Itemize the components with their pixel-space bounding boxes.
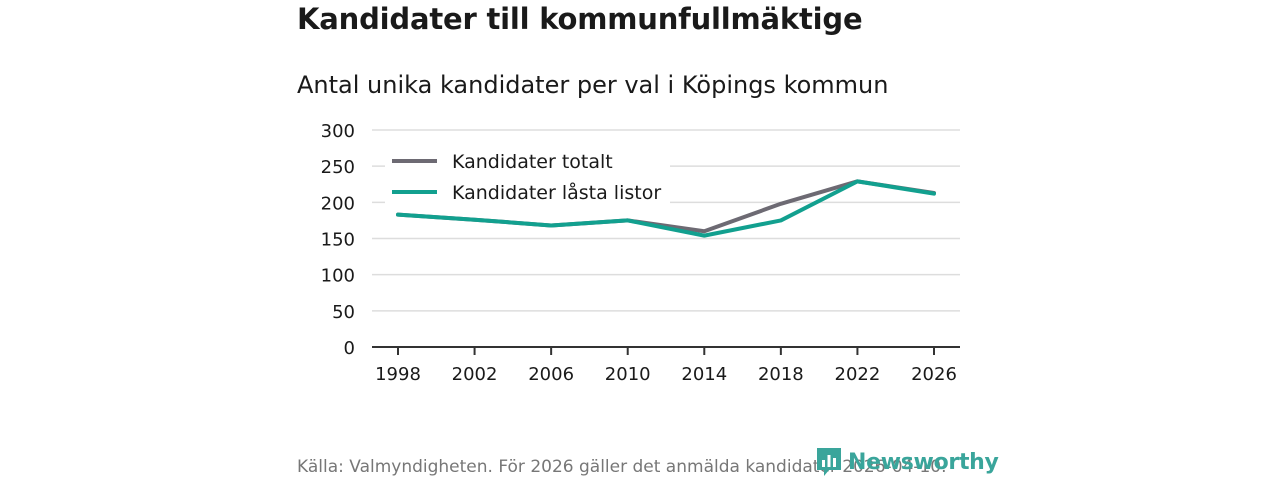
x-tick-label: 1998 [375,364,421,385]
chart-title: Kandidater till kommunfullmäktige [297,2,863,36]
line-chart: 0 50 100 150 200 250 300 1998 2002 2006 2010 2014 2… [321,121,960,385]
x-tick-label: 2002 [452,364,498,385]
x-tick-label: 2026 [911,364,957,385]
y-tick-label: 100 [321,266,355,287]
legend-label-locked: Kandidater låsta listor [452,181,661,204]
x-axis-ticks: 1998 2002 2006 2010 2014 2018 2022 2026 [375,347,957,385]
series-line-locked [396,179,936,238]
x-tick-label: 2018 [758,364,804,385]
x-tick-label: 2006 [528,364,574,385]
y-tick-label: 250 [321,157,355,178]
newsworthy-logo: Newsworthy [815,446,999,478]
y-tick-label: 150 [321,230,355,251]
chart-subtitle: Antal unika kandidater per val i Köpings… [297,71,889,99]
brand-name: Newsworthy [848,449,999,475]
series-lines [396,179,936,238]
y-tick-label: 200 [321,193,355,214]
newsworthy-logo-icon [817,448,841,476]
x-tick-label: 2022 [835,364,881,385]
legend-label-total: Kandidater totalt [452,151,613,173]
x-tick-label: 2014 [681,364,727,385]
legend-background [385,145,670,209]
x-tick-label: 2010 [605,364,651,385]
source-note: Källa: Valmyndigheten. För 2026 gäller d… [297,457,947,477]
y-tick-label: 0 [344,338,355,359]
y-axis-ticks: 0 50 100 150 200 250 300 [321,121,355,359]
y-tick-label: 50 [332,302,355,323]
y-tick-label: 300 [321,121,355,142]
legend: Kandidater totalt Kandidater låsta listo… [385,145,670,209]
